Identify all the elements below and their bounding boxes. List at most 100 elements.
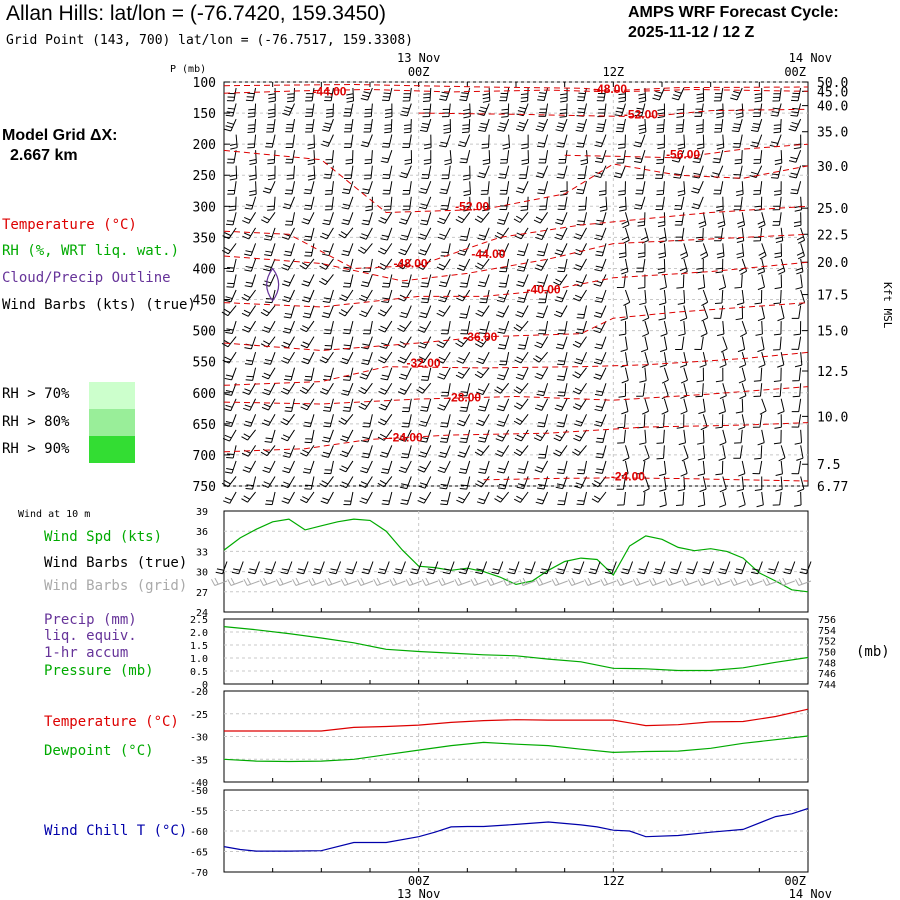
surface-wind-barb bbox=[215, 561, 228, 575]
wind-barb bbox=[659, 274, 667, 290]
wind-barb bbox=[695, 119, 704, 134]
wind-barb bbox=[773, 336, 782, 351]
wind-barb bbox=[772, 491, 782, 506]
surface-wind-barb bbox=[426, 561, 439, 575]
wind-barb bbox=[674, 212, 685, 226]
temperature-contour bbox=[223, 386, 809, 405]
wind-barb bbox=[323, 460, 334, 475]
wind-barb bbox=[556, 165, 568, 179]
wind-barb bbox=[496, 289, 510, 303]
pressure-tick-label: 450 bbox=[193, 294, 216, 309]
wind-barb bbox=[518, 165, 529, 179]
wind-barb bbox=[285, 134, 296, 148]
wind-barb bbox=[457, 258, 471, 271]
wind-barb bbox=[282, 320, 295, 334]
wind-barb bbox=[735, 398, 744, 414]
wind-barb bbox=[319, 258, 334, 270]
wind-barb bbox=[772, 196, 782, 211]
wind-barb bbox=[226, 258, 237, 273]
wind-barb bbox=[321, 305, 334, 319]
wind-barb bbox=[361, 212, 373, 226]
chill-tick-label: -70 bbox=[190, 868, 208, 879]
wind-barb bbox=[777, 258, 786, 275]
wind-barb bbox=[475, 336, 490, 348]
wind-barb bbox=[576, 181, 587, 195]
wind-barb bbox=[698, 212, 707, 228]
wind-barb bbox=[516, 258, 529, 272]
wind-barb bbox=[305, 87, 315, 102]
wind-barb bbox=[753, 150, 763, 164]
chill-tick-label: -50 bbox=[190, 786, 208, 797]
wind-barb bbox=[463, 181, 471, 197]
wind-barb bbox=[618, 87, 626, 103]
wind-barb bbox=[594, 383, 607, 397]
wind-barb bbox=[340, 351, 354, 365]
temperature-contour-label: -52.00 bbox=[455, 199, 489, 213]
wind-barb bbox=[572, 445, 587, 456]
wind-barb bbox=[476, 382, 490, 396]
page-title: Allan Hills: lat/lon = (-76.7420, 159.34… bbox=[6, 2, 386, 25]
wind-barb bbox=[555, 118, 568, 132]
wind-barb bbox=[791, 336, 802, 350]
wind-barb bbox=[262, 181, 276, 194]
wind-barb bbox=[788, 149, 802, 163]
wind-barb bbox=[440, 383, 451, 397]
wind-barb bbox=[642, 445, 650, 462]
wind-barb bbox=[321, 134, 334, 147]
wind-barb bbox=[496, 243, 510, 256]
wind-barb bbox=[557, 352, 568, 366]
wind-barb bbox=[791, 414, 802, 428]
wind-barb bbox=[363, 320, 373, 335]
wind-barb bbox=[513, 320, 529, 332]
legend-sfc-temperature: Temperature (°C) bbox=[44, 714, 179, 730]
wind-barb bbox=[223, 289, 237, 303]
surface-wind-barb-grid bbox=[421, 577, 439, 586]
wind-barb bbox=[754, 87, 763, 103]
wind-barb bbox=[436, 305, 451, 317]
wind-barb bbox=[642, 320, 650, 337]
wind-barb bbox=[773, 321, 782, 336]
wind-barb bbox=[671, 87, 685, 101]
wind-barb bbox=[400, 103, 412, 117]
wind-barb bbox=[535, 165, 549, 179]
wind-barb bbox=[304, 429, 315, 444]
wind-barb bbox=[757, 212, 766, 229]
wind-barb bbox=[759, 398, 767, 415]
wind-barb bbox=[476, 351, 490, 365]
wind-barb bbox=[221, 305, 237, 317]
wind-barb bbox=[692, 165, 704, 179]
pressure-tick-label: 650 bbox=[193, 418, 216, 433]
wind-barb bbox=[660, 320, 668, 337]
wind-barb bbox=[440, 414, 451, 428]
wind-barb bbox=[536, 383, 549, 397]
wind-barb bbox=[701, 305, 709, 322]
wind-barb bbox=[222, 429, 237, 442]
wind-barb bbox=[243, 414, 257, 427]
surface-wind-barb bbox=[653, 561, 666, 575]
wind-barb bbox=[286, 87, 296, 103]
legend-rh90-label: RH > 90% bbox=[2, 441, 70, 457]
wind-barb bbox=[576, 305, 587, 319]
wind-barb bbox=[620, 258, 629, 275]
surface-wind-barb bbox=[799, 561, 812, 575]
surface-wind-barb-grid bbox=[535, 577, 552, 586]
wind-barb bbox=[222, 227, 237, 240]
wind-barb bbox=[513, 491, 529, 503]
wind-barb bbox=[719, 491, 727, 508]
legend-dewpoint: Dewpoint (°C) bbox=[44, 743, 154, 759]
chill-tick-label: -55 bbox=[190, 807, 208, 818]
wind-barb bbox=[695, 227, 704, 243]
wind-barb bbox=[636, 491, 646, 506]
wind-barb bbox=[474, 258, 490, 270]
wind-barb bbox=[698, 398, 706, 415]
legend-precip-liq: liq. equiv. bbox=[44, 628, 137, 644]
wind-barb bbox=[595, 118, 607, 133]
wind-barb bbox=[656, 181, 665, 196]
temperature-contour-label: -52.00 bbox=[624, 107, 658, 121]
wind-barb bbox=[637, 274, 646, 289]
forecast-cycle-value: 2025-11-12 / 12 Z bbox=[628, 24, 755, 41]
wind-barb bbox=[401, 274, 412, 288]
wind-barb bbox=[758, 243, 767, 260]
wind-barb bbox=[718, 445, 726, 461]
wind-barb bbox=[494, 382, 510, 394]
